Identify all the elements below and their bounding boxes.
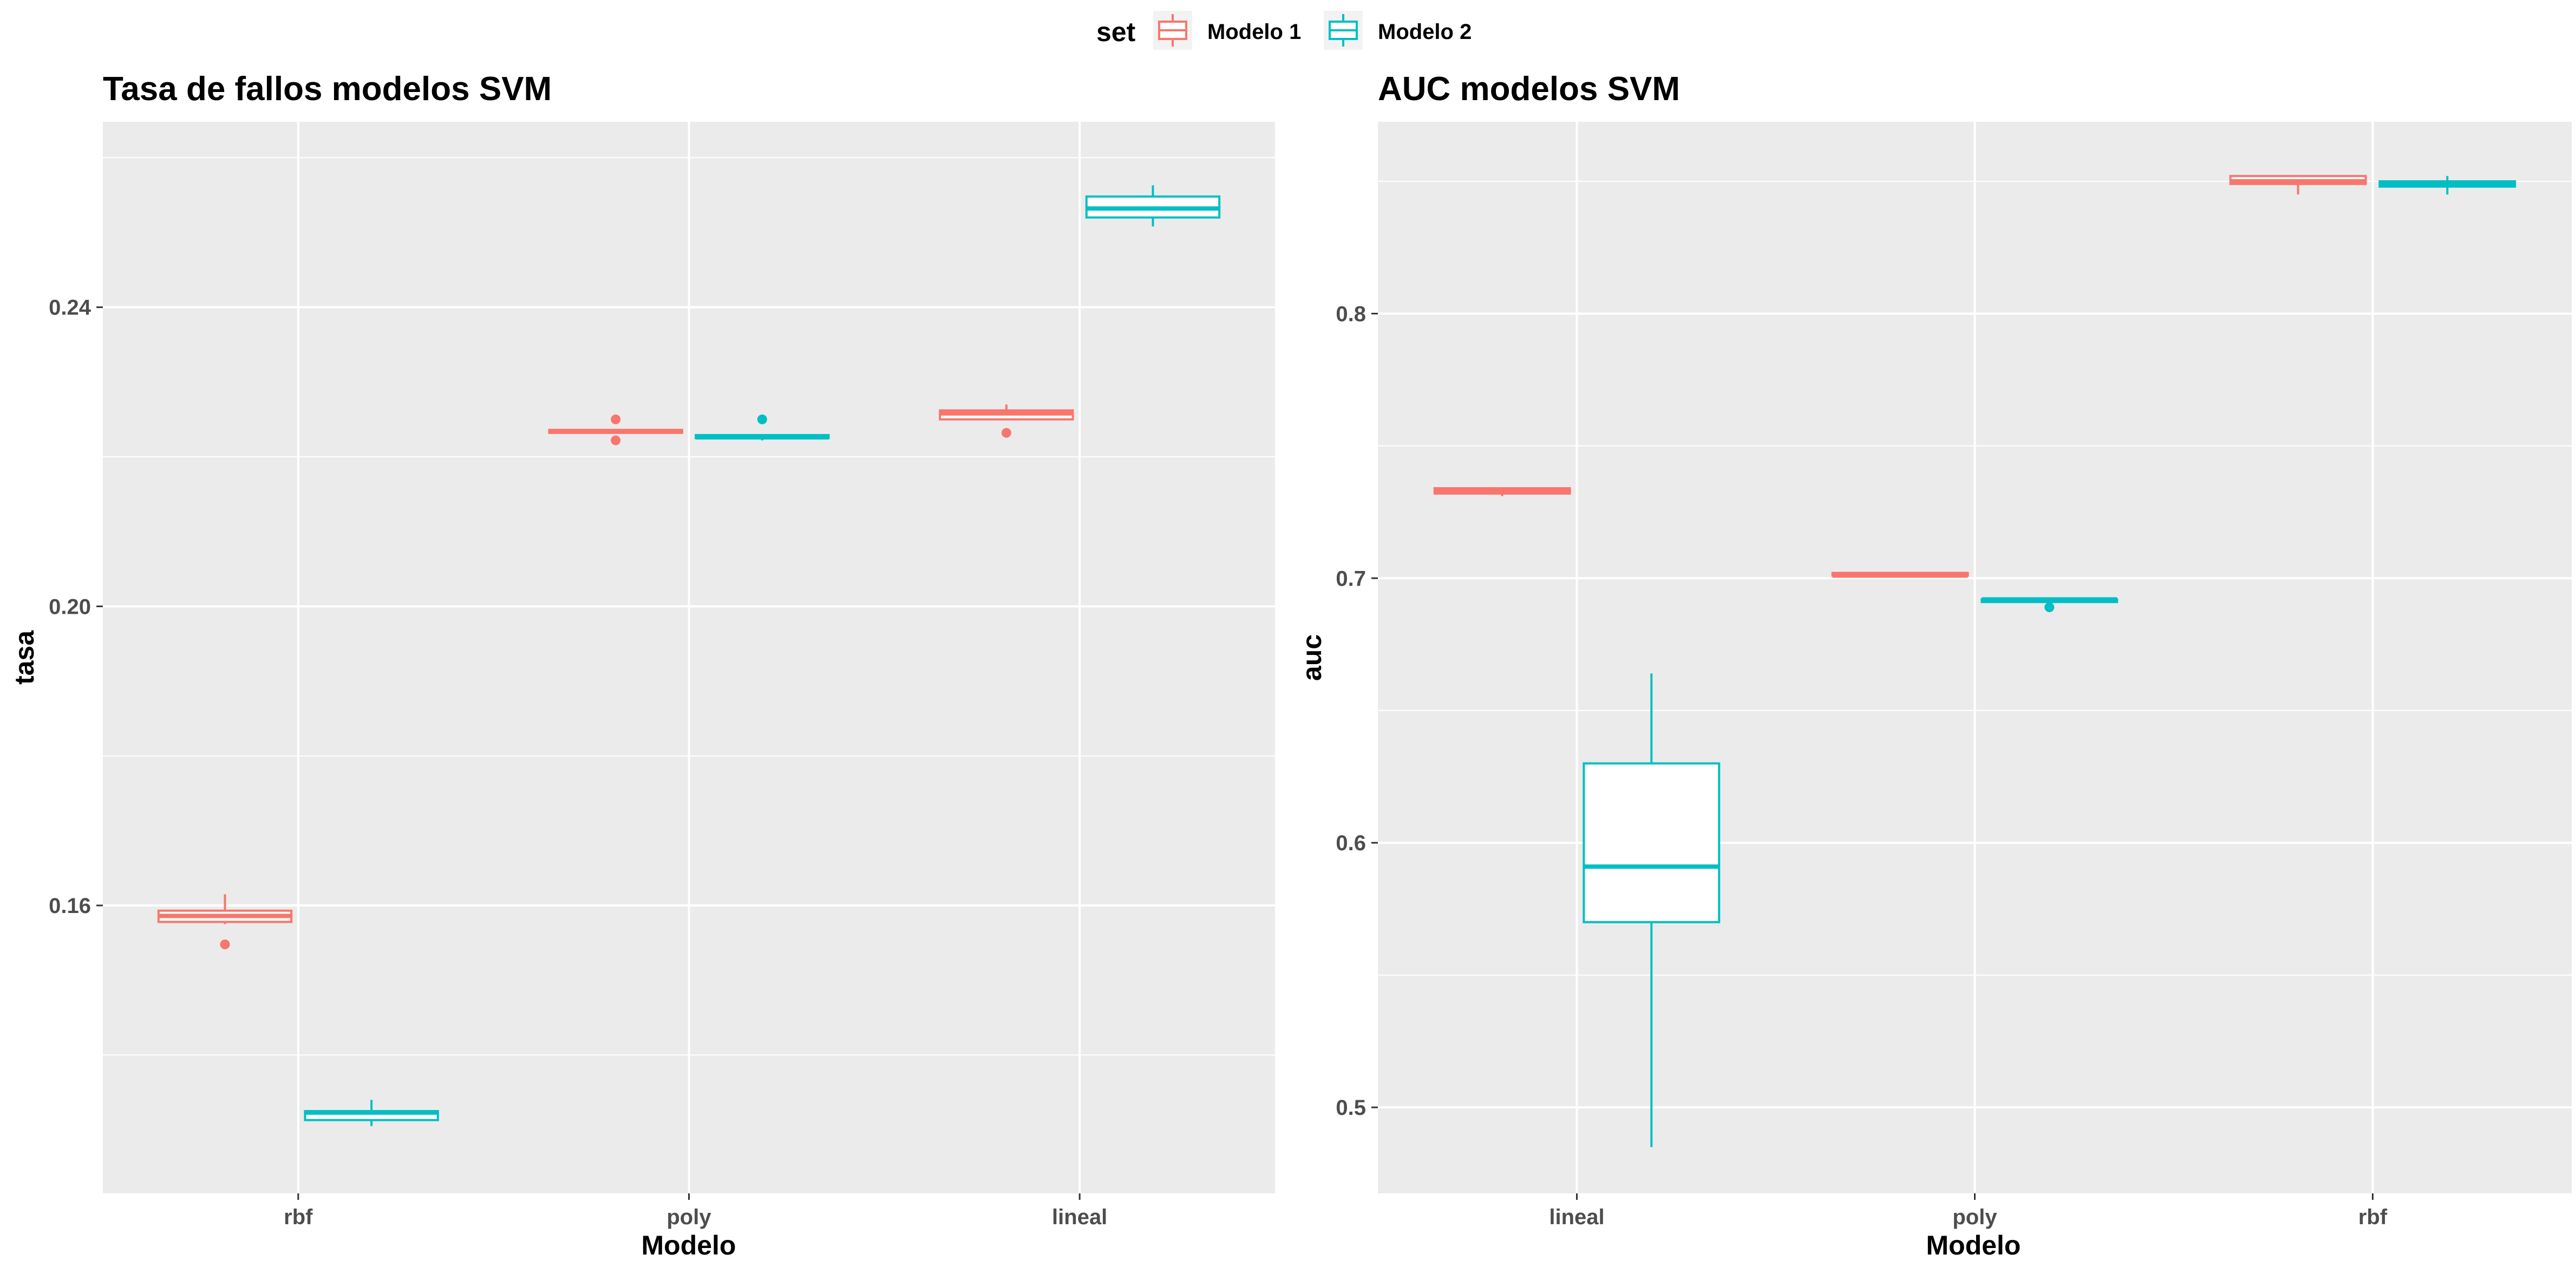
box-modelo-2-lineal xyxy=(1085,185,1221,227)
y-ticks-tasa: 0.16 0.20 0.24 xyxy=(49,296,103,918)
grid-tasa xyxy=(103,122,1275,1193)
y-tick-label: 0.7 xyxy=(1336,567,1366,590)
box-modelo-1-lineal xyxy=(939,404,1074,438)
x-axis-title-tasa: Modelo xyxy=(642,1230,736,1260)
box-modelo-1-rbf xyxy=(2229,175,2367,195)
box-modelo-2-lineal xyxy=(1583,673,1721,1147)
chart-title-auc: AUC modelos SVM xyxy=(1378,70,1680,108)
box-body xyxy=(1583,762,1721,923)
box-modelo-2-poly xyxy=(1980,597,2119,613)
outlier-point xyxy=(611,414,621,424)
grid-auc xyxy=(1378,122,2572,1193)
legend-key-modelo-2 xyxy=(1324,11,1363,50)
outlier-point xyxy=(220,939,230,949)
x-tick-label: lineal xyxy=(1052,1205,1107,1229)
y-axis-title-auc: auc xyxy=(1297,634,1327,681)
y-tick-label: 0.16 xyxy=(49,894,91,918)
x-ticks-auc: lineal poly rbf xyxy=(1549,1193,2388,1229)
box-modelo-1-poly xyxy=(548,414,683,445)
x-tick-label: lineal xyxy=(1549,1205,1604,1229)
x-tick-label: rbf xyxy=(2358,1205,2388,1229)
outlier-point xyxy=(611,435,621,445)
y-tick-label: 0.8 xyxy=(1336,302,1366,326)
panel-tasa: Tasa de fallos modelos SVM 0.160.200.24 … xyxy=(9,70,1275,1260)
chart-title-tasa: Tasa de fallos modelos SVM xyxy=(103,70,552,108)
outlier-point xyxy=(2044,602,2055,613)
y-axis-title-tasa: tasa xyxy=(9,630,40,685)
y-tick-label: 0.5 xyxy=(1336,1096,1366,1120)
outlier-point xyxy=(1001,428,1011,438)
box-modelo-1-rbf xyxy=(157,894,293,949)
legend: set Modelo 1 Modelo 2 xyxy=(1096,11,1472,50)
box-modelo-2-poly xyxy=(695,414,830,441)
x-tick-label: poly xyxy=(1952,1205,1997,1229)
legend-label-modelo-2: Modelo 2 xyxy=(1378,20,1472,44)
box-modelo-2-rbf xyxy=(2378,176,2516,195)
box-modelo-2-rbf xyxy=(304,1100,439,1126)
box-modelo-1-lineal xyxy=(1433,487,1571,496)
x-ticks-tasa: rbf poly lineal xyxy=(284,1193,1107,1229)
x-tick-label: poly xyxy=(666,1205,711,1229)
x-axis-title-auc: Modelo xyxy=(1926,1230,2021,1260)
x-tick-label: rbf xyxy=(284,1205,313,1229)
panel-auc: AUC modelos SVM 0.5 0.6 0.7 0.8 lineal poly r… xyxy=(1297,70,2572,1260)
y-ticks-auc: 0.5 0.6 0.7 0.8 xyxy=(1336,302,1378,1120)
marks-tasa xyxy=(157,185,1221,1126)
y-tick-label: 0.20 xyxy=(49,595,91,619)
legend-key-modelo-1 xyxy=(1153,11,1192,50)
box-modelo-1-poly xyxy=(1831,572,1969,578)
outlier-point xyxy=(757,414,767,424)
legend-label-modelo-1: Modelo 1 xyxy=(1207,20,1301,44)
y-tick-label: 0.6 xyxy=(1336,831,1366,855)
y-tick-label: 0.24 xyxy=(49,296,91,320)
marks-auc xyxy=(1433,175,2516,1147)
legend-title: set xyxy=(1096,17,1136,47)
